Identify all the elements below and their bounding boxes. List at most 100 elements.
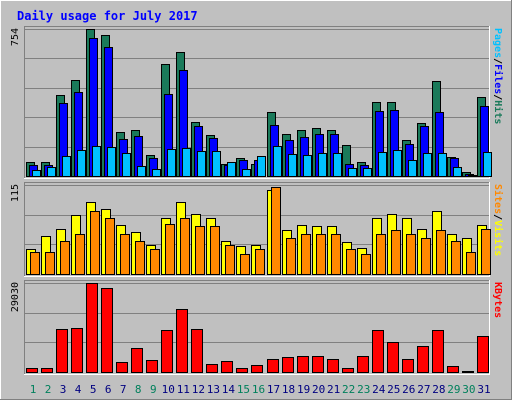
bar-visits-sites-day-24 bbox=[376, 234, 386, 275]
x-label-day-30: 30 bbox=[462, 383, 475, 396]
bar-kbytes-kbytes-day-10 bbox=[161, 330, 173, 373]
bar-hits-pages-day-13 bbox=[212, 151, 221, 177]
bar-kbytes-kbytes-day-7 bbox=[116, 362, 128, 373]
bar-visits-sites-day-14 bbox=[225, 245, 235, 275]
bar-visits-sites-day-23 bbox=[361, 254, 371, 275]
bar-visits-sites-day-10 bbox=[165, 224, 175, 275]
bar-kbytes-kbytes-day-2 bbox=[41, 368, 53, 373]
x-label-day-23: 23 bbox=[357, 383, 370, 396]
bar-kbytes-kbytes-day-1 bbox=[26, 368, 38, 373]
bar-hits-pages-day-12 bbox=[197, 151, 206, 177]
panel-kbytes-max-label: 29030 bbox=[10, 282, 21, 312]
bar-kbytes-kbytes-day-6 bbox=[101, 288, 113, 373]
bar-visits-sites-day-9 bbox=[150, 249, 160, 275]
x-label-day-16: 16 bbox=[252, 383, 265, 396]
bar-visits-sites-day-3 bbox=[60, 241, 70, 275]
bar-hits-pages-day-28 bbox=[438, 153, 447, 177]
x-label-day-4: 4 bbox=[75, 383, 82, 396]
bar-hits-pages-day-18 bbox=[288, 154, 297, 177]
x-label-day-25: 25 bbox=[387, 383, 400, 396]
bar-kbytes-kbytes-day-17 bbox=[267, 359, 279, 373]
bar-hits-pages-day-1 bbox=[32, 170, 41, 177]
x-label-day-29: 29 bbox=[447, 383, 460, 396]
bar-visits-sites-day-6 bbox=[105, 218, 115, 275]
bar-hits-pages-day-15 bbox=[242, 169, 251, 177]
bar-kbytes-kbytes-day-8 bbox=[131, 348, 143, 373]
bar-hits-pages-day-20 bbox=[318, 153, 327, 177]
bar-visits-sites-day-27 bbox=[421, 238, 431, 275]
bar-hits-pages-day-8 bbox=[137, 166, 146, 177]
bar-visits-sites-day-30 bbox=[466, 252, 476, 275]
bar-visits-sites-day-8 bbox=[135, 241, 145, 275]
bar-kbytes-kbytes-day-9 bbox=[146, 360, 158, 373]
bar-visits-sites-day-19 bbox=[301, 234, 311, 275]
bar-hits-pages-day-2 bbox=[47, 167, 56, 177]
x-axis-day-labels: 1 2 3 4 5 6 7 8 9 10 11 12 13 14 15 16 17 18 19 20 21 22 23 24 2… bbox=[30, 383, 491, 396]
bar-hits-pages-day-5 bbox=[92, 146, 101, 177]
bar-hits-pages-day-26 bbox=[408, 160, 417, 177]
bar-visits-sites-day-25 bbox=[391, 230, 401, 275]
bar-kbytes-kbytes-day-19 bbox=[297, 356, 309, 373]
bar-visits-sites-day-21 bbox=[331, 234, 341, 275]
bar-hits-pages-day-3 bbox=[62, 156, 71, 177]
chart-title: Daily usage for July 2017 bbox=[17, 9, 198, 23]
x-label-day-14: 14 bbox=[222, 383, 236, 396]
bar-kbytes-kbytes-day-29 bbox=[447, 366, 459, 373]
bar-hits-pages-day-29 bbox=[453, 167, 462, 177]
bar-hits-pages-day-23 bbox=[363, 168, 372, 177]
x-label-day-27: 27 bbox=[417, 383, 430, 396]
bar-kbytes-kbytes-day-28 bbox=[432, 330, 444, 373]
bar-visits-sites-day-11 bbox=[180, 218, 190, 275]
x-label-day-6: 6 bbox=[105, 383, 112, 396]
bar-hits-pages-day-16 bbox=[257, 156, 266, 177]
bar-hits-pages-day-14 bbox=[227, 162, 236, 177]
bar-kbytes-kbytes-day-11 bbox=[176, 309, 188, 373]
bar-visits-sites-day-22 bbox=[346, 249, 356, 275]
x-label-day-9: 9 bbox=[150, 383, 157, 396]
bar-kbytes-kbytes-day-22 bbox=[342, 368, 354, 373]
bar-hits-pages-day-22 bbox=[348, 168, 357, 177]
x-label-day-2: 2 bbox=[45, 383, 52, 396]
bar-kbytes-kbytes-day-26 bbox=[402, 359, 414, 373]
x-label-day-21: 21 bbox=[327, 383, 340, 396]
bar-kbytes-kbytes-day-30 bbox=[462, 371, 474, 373]
x-label-day-17: 17 bbox=[267, 383, 280, 396]
bar-kbytes-kbytes-day-5 bbox=[86, 283, 98, 373]
bar-kbytes-kbytes-day-3 bbox=[56, 329, 68, 373]
bar-hits-pages-day-9 bbox=[152, 169, 161, 177]
bar-kbytes-kbytes-day-15 bbox=[236, 368, 248, 373]
x-label-day-26: 26 bbox=[402, 383, 415, 396]
panel-hits-max-label: 754 bbox=[10, 28, 21, 46]
bar-visits-sites-day-12 bbox=[195, 226, 205, 275]
bar-kbytes-kbytes-day-21 bbox=[327, 359, 339, 373]
bar-hits-pages-day-4 bbox=[77, 150, 86, 177]
x-label-day-1: 1 bbox=[30, 383, 37, 396]
bar-hits-pages-day-25 bbox=[393, 150, 402, 177]
bar-visits-sites-day-15 bbox=[240, 254, 250, 275]
bar-kbytes-kbytes-day-31 bbox=[477, 336, 489, 373]
bar-kbytes-kbytes-day-13 bbox=[206, 364, 218, 373]
x-label-day-3: 3 bbox=[60, 383, 67, 396]
bar-visits-sites-day-31 bbox=[481, 229, 491, 275]
bar-hits-pages-day-10 bbox=[167, 149, 176, 177]
bar-kbytes-kbytes-day-24 bbox=[372, 330, 384, 373]
bar-visits-sites-day-1 bbox=[30, 252, 40, 275]
bar-visits-sites-day-7 bbox=[120, 234, 130, 275]
bar-kbytes-kbytes-day-27 bbox=[417, 346, 429, 373]
bar-visits-sites-day-17 bbox=[271, 187, 281, 275]
x-label-day-18: 18 bbox=[282, 383, 295, 396]
bar-kbytes-kbytes-day-14 bbox=[221, 361, 233, 373]
bar-visits-sites-day-20 bbox=[316, 234, 326, 275]
bar-hits-pages-day-24 bbox=[378, 152, 387, 177]
bar-kbytes-kbytes-day-4 bbox=[71, 328, 83, 373]
x-label-day-15: 15 bbox=[237, 383, 250, 396]
bar-visits-sites-day-2 bbox=[45, 252, 55, 275]
panel-visits-series-label: Sites/Visits bbox=[492, 184, 504, 256]
bar-visits-sites-day-28 bbox=[436, 230, 446, 275]
panel-kbytes-series-label: KBytes bbox=[492, 282, 503, 318]
x-label-day-28: 28 bbox=[432, 383, 445, 396]
x-label-day-10: 10 bbox=[162, 383, 175, 396]
x-label-day-7: 7 bbox=[120, 383, 127, 396]
x-label-day-5: 5 bbox=[90, 383, 97, 396]
bar-kbytes-kbytes-day-16 bbox=[251, 365, 263, 373]
